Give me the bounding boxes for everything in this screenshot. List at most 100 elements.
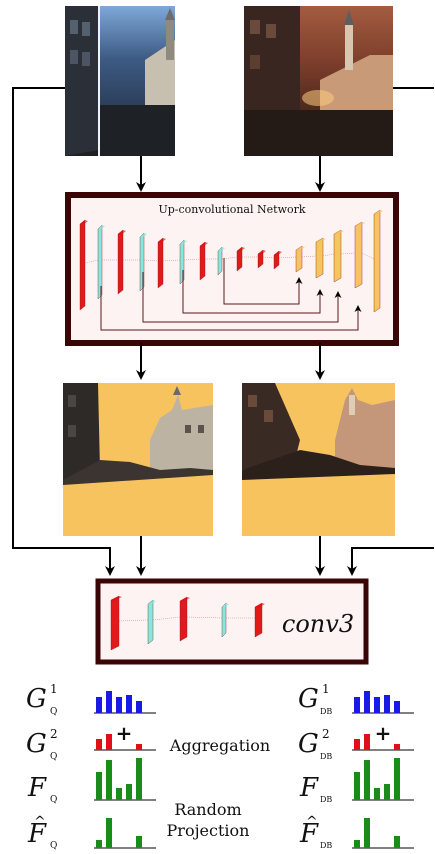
f-db-histogram-bar [394, 758, 400, 800]
up-convolutional-network: Up-convolutional Network [65, 192, 399, 346]
g1-query-symbol: G [26, 684, 47, 714]
g1-query-histogram-bar [96, 697, 102, 713]
database-masked-image [242, 383, 395, 536]
g2-db-sup: 2 [322, 727, 330, 741]
g2-db-histogram-bar [364, 734, 370, 750]
skip-connection-2 [142, 272, 342, 323]
projection-label: Projection [167, 821, 250, 840]
plus-sign-db: + [375, 721, 392, 745]
network-title: Up-convolutional Network [158, 203, 305, 216]
g1-query-sub: Q [50, 707, 57, 717]
fhat-db-symbol: F [299, 819, 319, 849]
network-link [84, 259, 99, 264]
g2-query-histogram-bar [96, 739, 102, 750]
fhat-query-sub: Q [50, 841, 57, 851]
fhat-query-hat: ^ [34, 814, 46, 830]
g1-db-histogram-bar [394, 701, 400, 713]
f-db-sub: DB [320, 795, 332, 804]
network-layer-12 [295, 245, 305, 273]
f-query-histogram-bar [106, 760, 112, 800]
network-layer-3 [117, 229, 126, 295]
database-image-top [244, 6, 393, 156]
random-label: Random [174, 800, 241, 819]
conv3-label: conv3 [282, 610, 354, 638]
skip-connection-1 [100, 286, 362, 331]
g1-db-histogram-bar [384, 695, 390, 713]
g1-db-histogram [352, 691, 414, 714]
network-layer-2 [97, 224, 105, 300]
network-layer-7 [199, 241, 208, 281]
network-link [340, 252, 356, 255]
conv3-block: conv3 [95, 578, 369, 665]
f-query-histogram-bar [116, 788, 122, 800]
f-db-histogram-bar [354, 772, 360, 800]
fhat-query-histogram-bar [106, 818, 112, 848]
network-link [301, 255, 317, 258]
network-layer-13 [315, 237, 326, 279]
network-link [278, 256, 297, 259]
f-query-symbol: F [27, 773, 47, 803]
g2-db-histogram-bar [394, 744, 400, 750]
g2-query-histogram-bar [136, 744, 142, 750]
db-descriptors: G 1 DB G 2 DB F DB F ^ DB [298, 682, 332, 850]
g1-db-sub: DB [320, 707, 332, 716]
query-image-top [65, 6, 175, 156]
g2-db-sub: DB [320, 752, 332, 761]
network-link [162, 259, 181, 262]
g1-query-histogram-bar [106, 691, 112, 713]
network-layer-16 [373, 209, 383, 313]
arrow-db-skip-connection-bottom [347, 547, 434, 576]
fhat-db-histogram-bar [394, 836, 400, 848]
fhat-query-histogram-bar [136, 836, 142, 848]
g2-db-histogram-bar [354, 739, 360, 750]
g1-query-sup: 1 [50, 682, 58, 696]
network-layer-8 [217, 246, 225, 276]
f-db-symbol: F [299, 773, 319, 803]
network-layer-15 [354, 221, 365, 289]
network-layer-10 [257, 249, 266, 269]
conv3-layer-5 [254, 602, 265, 638]
network-link [361, 252, 375, 260]
fhat-db-hat: ^ [306, 814, 318, 830]
fhat-query-symbol: F [27, 819, 47, 849]
query-masked-image [63, 383, 213, 536]
f-query-histogram [94, 758, 156, 801]
fhat-db-sub: DB [320, 841, 332, 850]
network-layer-9 [236, 246, 245, 272]
network-layer-5 [157, 237, 166, 289]
g1-db-symbol: G [298, 684, 319, 714]
f-query-histogram-bar [136, 758, 142, 800]
arrow-query-skip-connection [12, 87, 115, 576]
g1-query-histogram-bar [126, 695, 132, 713]
network-link [183, 258, 201, 261]
g2-db-histogram [352, 734, 414, 751]
conv3-layer-1 [110, 595, 122, 651]
fhat-query-histogram-bar [96, 840, 102, 848]
network-layer-1 [79, 219, 88, 311]
conv3-link [118, 619, 149, 622]
g2-query-sup: 2 [50, 727, 58, 741]
fhat-db-histogram [352, 818, 414, 849]
network-layer-11 [273, 250, 282, 270]
f-db-histogram-bar [364, 760, 370, 800]
fhat-db-histogram-bar [364, 818, 370, 848]
g1-db-sup: 1 [322, 682, 330, 696]
g1-db-histogram-bar [354, 697, 360, 713]
g2-query-symbol: G [26, 729, 47, 759]
conv3-layer-3 [179, 596, 190, 642]
g1-query-histogram [94, 691, 156, 714]
network-layer-14 [333, 229, 344, 283]
g1-query-histogram-bar [116, 697, 122, 713]
f-query-histogram-bar [96, 772, 102, 800]
fhat-db-histogram-bar [354, 840, 360, 848]
f-db-histogram-bar [384, 784, 390, 800]
conv3-layer-4 [221, 602, 229, 638]
f-query-histogram-bar [126, 784, 132, 800]
g1-query-histogram-bar [136, 701, 142, 713]
f-db-histogram [352, 758, 414, 801]
conv3-link [152, 616, 181, 621]
aggregation-label: Aggregation [169, 736, 270, 755]
network-link [143, 259, 159, 262]
plus-sign-query: + [116, 721, 133, 745]
